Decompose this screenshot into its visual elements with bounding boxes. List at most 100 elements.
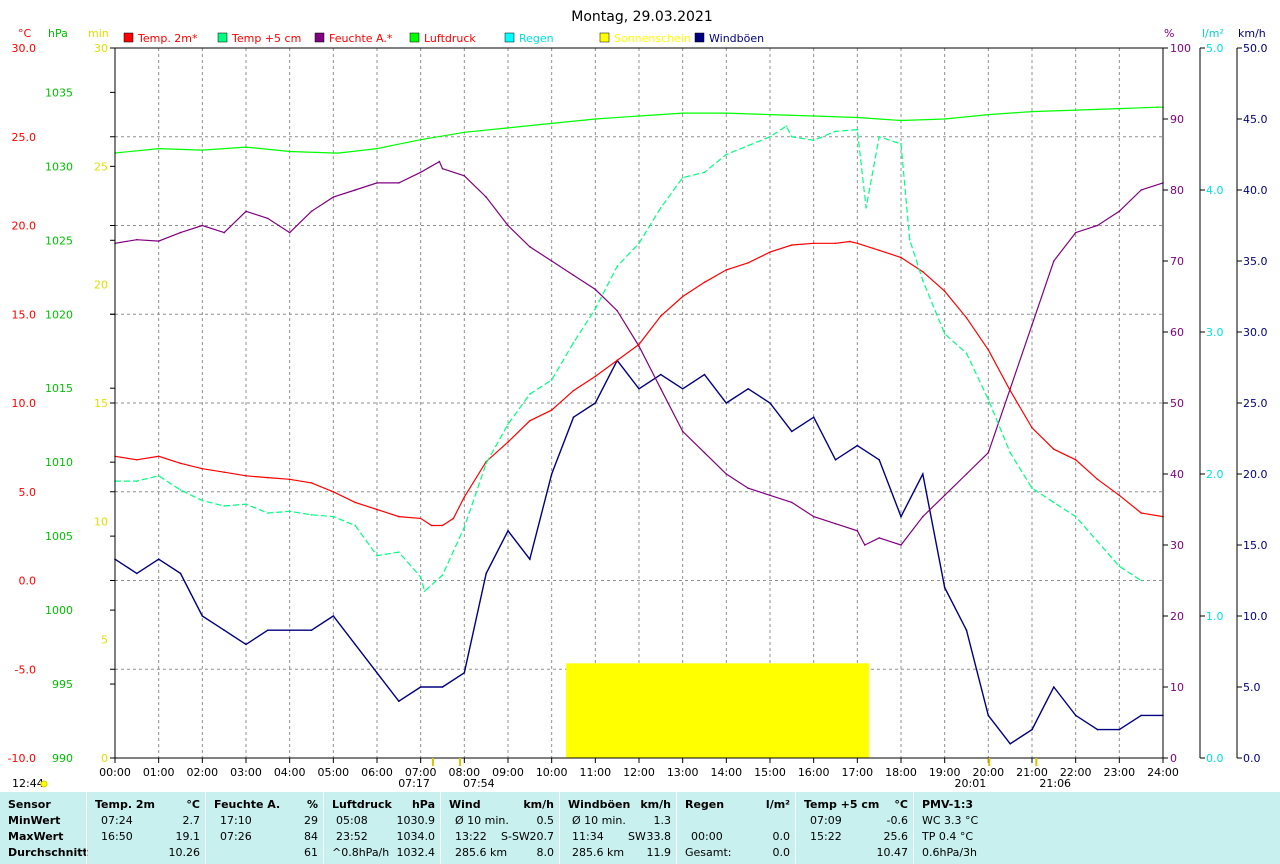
data-point	[943, 118, 946, 120]
legend-label: Sonnenschein	[614, 32, 691, 45]
wind-tick-label: 35.0	[1243, 255, 1268, 268]
x-tick-label: 15:00	[754, 766, 786, 779]
rain-max-time: 00:00	[691, 830, 723, 843]
rain-max: 0.0	[772, 830, 791, 843]
x-tick-label: 19:00	[929, 766, 961, 779]
sun-event-noon-label: 07:54	[463, 777, 495, 790]
data-point	[769, 251, 771, 253]
data-point	[288, 231, 291, 234]
data-point	[463, 496, 466, 498]
data-point	[529, 419, 531, 422]
data-point	[332, 515, 335, 518]
data-point	[1140, 189, 1142, 191]
data-point	[638, 242, 640, 245]
temp-axis-unit: °C	[18, 27, 32, 40]
wind-tick-label: 50.0	[1243, 42, 1268, 55]
wind-tick-label: 15.0	[1243, 539, 1268, 552]
statistics-panel: Sensor MinWert MaxWert Durchschnitt Temp…	[0, 792, 1280, 864]
data-point	[332, 490, 335, 493]
gusts-max-time: 11:34	[572, 830, 604, 843]
data-point	[376, 554, 378, 557]
temp5-avg: 10.47	[876, 846, 909, 859]
gusts-unit: km/h	[640, 798, 671, 811]
data-point	[550, 409, 553, 411]
temp-tick-label: 15.0	[12, 308, 37, 321]
temp-tick-label: 20.0	[12, 220, 37, 233]
data-point	[594, 308, 597, 310]
data-point	[681, 430, 684, 433]
data-point	[1009, 389, 1011, 392]
data-point	[157, 474, 160, 477]
sun-icon	[40, 780, 48, 788]
legend-label: Feuchte A.*	[329, 32, 393, 45]
series-temp-2m	[114, 240, 1164, 527]
data-point	[987, 451, 990, 454]
data-point	[157, 558, 160, 560]
data-point	[638, 115, 640, 117]
x-tick-label: 06:00	[361, 766, 393, 779]
data-point	[430, 524, 433, 527]
min-tick-label: 20	[94, 279, 108, 292]
data-point	[438, 160, 441, 163]
rain-total-label: Gesamt:	[685, 846, 732, 859]
data-point	[1031, 728, 1033, 731]
humidity-max: 84	[304, 830, 318, 843]
pressure-avg: 1032.4	[396, 846, 436, 859]
data-point	[594, 402, 597, 404]
data-point	[769, 135, 771, 138]
data-point	[463, 175, 466, 177]
x-tick-label: 01:00	[143, 766, 175, 779]
temp-tick-label: 0.0	[19, 575, 37, 588]
data-point	[223, 629, 225, 631]
data-point	[900, 515, 902, 518]
data-point	[1118, 728, 1121, 731]
wind-max: 20.7	[529, 830, 555, 843]
sunshine-bar	[566, 663, 870, 758]
data-point	[550, 473, 553, 475]
data-point	[507, 127, 509, 129]
min-tick-label: 0	[101, 752, 108, 765]
data-point	[725, 473, 728, 475]
data-point	[201, 224, 204, 227]
humidity-axis-unit: %	[1164, 27, 1174, 40]
temp2m-title: Temp. 2m	[95, 798, 155, 811]
data-point	[812, 416, 815, 419]
data-point	[1074, 714, 1077, 717]
temp-tick-label: -10.0	[8, 752, 36, 765]
humidity-tick-label: 20	[1170, 610, 1184, 623]
data-point	[441, 524, 444, 527]
legend: Temp. 2m* Temp +5 cm Feuchte A.* Luftdruck R…	[123, 32, 764, 45]
data-point	[288, 629, 291, 631]
data-point	[288, 510, 291, 513]
pressure-tick-label: 1010	[45, 456, 73, 469]
legend-swatch	[314, 32, 325, 43]
rain-title: Regen	[685, 798, 725, 811]
sun-events: 12:44 07:17 07:54 20:01 21:06	[12, 758, 1071, 790]
data-point	[594, 375, 597, 378]
data-point	[834, 242, 837, 245]
pressure-title: Luftdruck	[332, 798, 392, 811]
data-point	[769, 494, 771, 497]
data-point	[638, 345, 640, 348]
legend-label: Temp. 2m*	[137, 32, 198, 45]
x-tick-label: 11:00	[579, 766, 611, 779]
humidity-avg: 61	[304, 846, 318, 859]
rain-tick-label: 2.0	[1206, 468, 1224, 481]
data-point	[834, 522, 837, 525]
data-point	[865, 206, 867, 209]
x-tick-label: 22:00	[1060, 766, 1092, 779]
pressure-tick-label: 1035	[45, 86, 73, 99]
pressure-trend: ^0.8hPa/h	[332, 846, 390, 859]
data-point	[267, 629, 269, 631]
data-point	[1074, 515, 1077, 518]
data-point	[943, 494, 946, 497]
data-point	[507, 441, 509, 443]
legend-label: Temp +5 cm	[231, 32, 301, 45]
pmv-windchill: WC 3.3 °C	[922, 814, 979, 827]
legend-label: Windböen	[709, 32, 764, 45]
wind-tick-label: 0.0	[1243, 752, 1261, 765]
temp2m-avg: 10.26	[168, 846, 201, 859]
data-point	[987, 714, 990, 717]
wind-max-direction: S-SW	[501, 830, 530, 843]
humidity-tick-label: 10	[1170, 681, 1184, 694]
